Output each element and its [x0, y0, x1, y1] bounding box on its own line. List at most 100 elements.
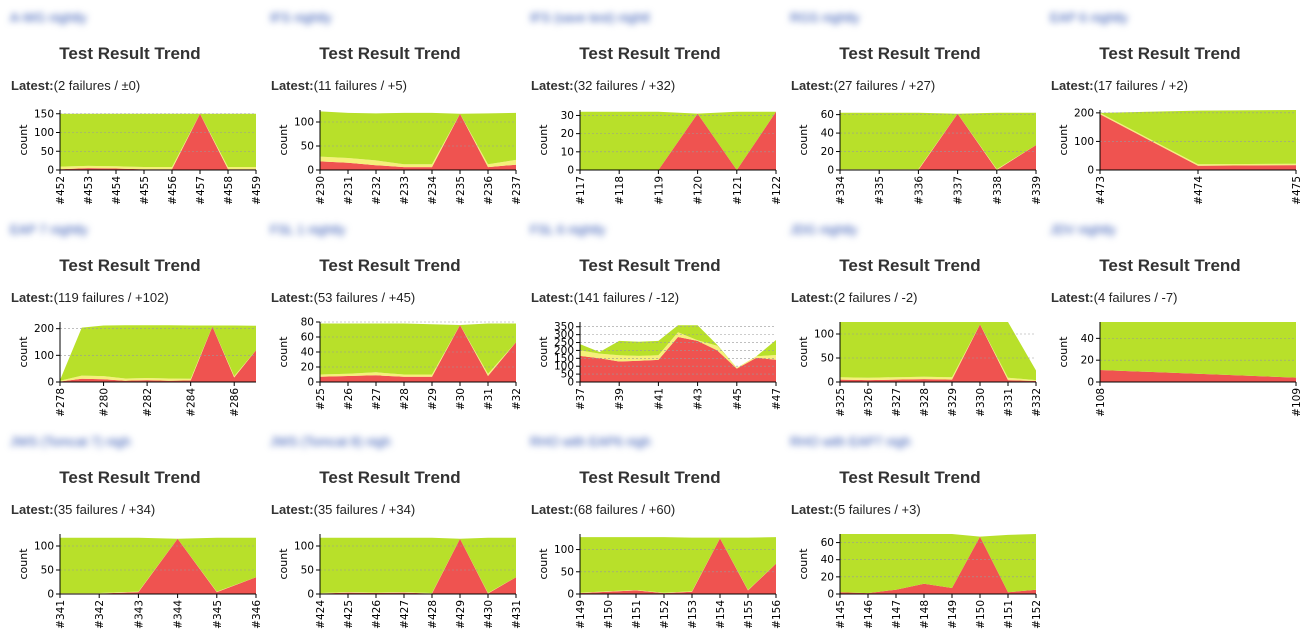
y-tick-label: 20: [821, 146, 834, 158]
chart-title: Test Result Trend: [1099, 44, 1241, 63]
trend-chart[interactable]: 0 50 100 count #149 #150 #151 #152 #153 #154 #155 #…: [520, 520, 783, 636]
y-tick-label: 0: [307, 377, 314, 389]
x-tick-label: #431: [511, 600, 523, 629]
trend-chart[interactable]: 0 100 200 count #473 #474 #475: [1040, 96, 1303, 212]
job-link[interactable]: IFS nightly: [270, 10, 332, 25]
trend-chart[interactable]: 0 50 100 count #424 #425 #426 #427 #428 #429 #430 #…: [260, 520, 523, 636]
y-axis-label: count: [797, 548, 810, 580]
latest-label: Latest:: [791, 78, 834, 93]
y-tick-label: 60: [301, 332, 314, 344]
x-tick-label: #325: [835, 388, 847, 417]
series-area-fail: [580, 337, 776, 382]
latest-value: (2 failures / -2): [833, 290, 918, 305]
job-link[interactable]: JWS (Tomcat 7) nightly: [10, 434, 130, 449]
trend-chart[interactable]: 0 10 20 30 count #117 #118 #119 #120 #121 #122: [520, 96, 783, 212]
y-tick-label: 0: [567, 165, 574, 177]
y-tick-label: 50: [821, 353, 834, 365]
trend-chart[interactable]: 0 100 200 count #278 #280 #282 #284 #286: [0, 308, 260, 424]
y-tick-label: 60: [821, 109, 834, 121]
job-link[interactable]: FSL 1 nightly: [270, 222, 346, 237]
x-tick-label: #152: [659, 600, 671, 629]
job-link[interactable]: JDG nightly: [790, 222, 858, 237]
y-axis-label: count: [1057, 336, 1070, 368]
x-tick-label: #41: [653, 388, 665, 410]
x-tick-label: #425: [343, 600, 355, 629]
latest-value: (119 failures / +102): [53, 290, 169, 305]
series-area-skip: [320, 538, 516, 594]
x-tick-label: #328: [919, 388, 931, 417]
job-link[interactable]: EAP 7 nightly: [10, 222, 88, 237]
x-tick-label: #339: [1031, 176, 1043, 205]
y-tick-label: 50: [301, 141, 314, 153]
series-area-fail: [320, 325, 516, 382]
trend-chart[interactable]: 0 50 100 count #230 #231 #232 #233 #234 #235 #236 #…: [260, 96, 523, 212]
job-link[interactable]: RGS nightly: [790, 10, 860, 25]
trend-chart[interactable]: 0 50 100 count #325 #326 #327 #328 #329 #330 #331 #…: [780, 308, 1043, 424]
y-tick-label: 200: [34, 323, 54, 335]
latest-value: (11 failures / +5): [313, 78, 407, 93]
job-link[interactable]: RHO with EAP6 nightly: [530, 434, 650, 449]
x-tick-label: #457: [195, 176, 207, 205]
latest-value: (5 failures / +3): [833, 502, 921, 517]
chart-title: Test Result Trend: [839, 256, 981, 275]
series-area-pass: [320, 323, 516, 375]
job-link[interactable]: JDV nightly: [1050, 222, 1116, 237]
trend-chart[interactable]: 0 20 40 60 count #334 #335 #336 #337 #338 #339: [780, 96, 1043, 212]
x-tick-label: #151: [1003, 600, 1015, 629]
trend-chart[interactable]: 0 50 100 count #341 #342 #343 #344 #345 #346: [0, 520, 263, 636]
job-link[interactable]: IFS (save test) nightly: [530, 10, 650, 25]
job-link[interactable]: JWS (Tomcat 8) nightly: [270, 434, 390, 449]
job-link[interactable]: FSL 6 nightly: [530, 222, 606, 237]
x-tick-label: #341: [55, 600, 67, 629]
trend-chart[interactable]: 0 20 40 count #108 #109: [1040, 308, 1303, 424]
x-tick-label: #427: [399, 600, 411, 629]
y-tick-label: 80: [301, 317, 314, 329]
job-link[interactable]: A-WG nightly: [10, 10, 87, 25]
y-tick-label: 40: [821, 128, 834, 140]
trend-chart[interactable]: 0 20 40 60 count #145 #146 #147 #148 #149 #150 #151…: [780, 520, 1043, 636]
x-tick-label: #31: [483, 388, 495, 410]
y-axis-label: count: [797, 124, 810, 156]
y-tick-label: 200: [554, 345, 574, 357]
y-tick-label: 50: [561, 566, 574, 578]
y-tick-label: 40: [821, 554, 834, 566]
series-area-fail: [840, 324, 1036, 382]
y-tick-label: 50: [561, 369, 574, 381]
latest-summary: Latest:(53 failures / +45): [271, 290, 415, 305]
trend-chart[interactable]: 0 50 100 150 count #452 #453 #454 #455 #456 #457 #4…: [0, 96, 263, 212]
x-tick-label: #455: [139, 176, 151, 205]
chart-title: Test Result Trend: [839, 468, 981, 487]
job-link[interactable]: EAP 6 nightly: [1050, 10, 1128, 25]
latest-label: Latest:: [271, 502, 314, 517]
latest-label: Latest:: [791, 502, 834, 517]
latest-value: (35 failures / +34): [313, 502, 416, 517]
x-tick-label: #43: [693, 388, 705, 410]
x-tick-label: #39: [614, 388, 626, 410]
x-tick-label: #331: [1003, 388, 1015, 417]
latest-label: Latest:: [271, 78, 314, 93]
latest-label: Latest:: [271, 290, 314, 305]
chart-title: Test Result Trend: [319, 256, 461, 275]
latest-summary: Latest:(2 failures / -2): [791, 290, 917, 305]
x-tick-label: #231: [343, 176, 355, 205]
y-tick-label: 100: [34, 350, 54, 362]
trend-panel: JDG nightly Test Result Trend Latest:(2 fa…: [780, 212, 1043, 424]
latest-value: (53 failures / +45): [313, 290, 416, 305]
x-tick-label: #233: [399, 176, 411, 205]
y-tick-label: 100: [554, 544, 574, 556]
trend-panel: JDV nightly Test Result Trend Latest:(4 fa…: [1040, 212, 1303, 424]
y-axis-label: count: [797, 336, 810, 368]
job-link[interactable]: RHO with EAP7 nightly: [790, 434, 910, 449]
x-tick-label: #426: [371, 600, 383, 629]
chart-title: Test Result Trend: [319, 468, 461, 487]
y-tick-label: 50: [301, 565, 314, 577]
latest-label: Latest:: [531, 78, 574, 93]
latest-summary: Latest:(2 failures / ±0): [11, 78, 140, 93]
y-axis-label: count: [17, 336, 30, 368]
series-area-fail: [1100, 114, 1296, 170]
x-tick-label: #156: [771, 600, 783, 629]
trend-chart[interactable]: 0 20 40 60 80 count #25 #26 #27 #28 #29 #30 #31 #32: [260, 308, 523, 424]
x-tick-label: #474: [1193, 176, 1205, 205]
